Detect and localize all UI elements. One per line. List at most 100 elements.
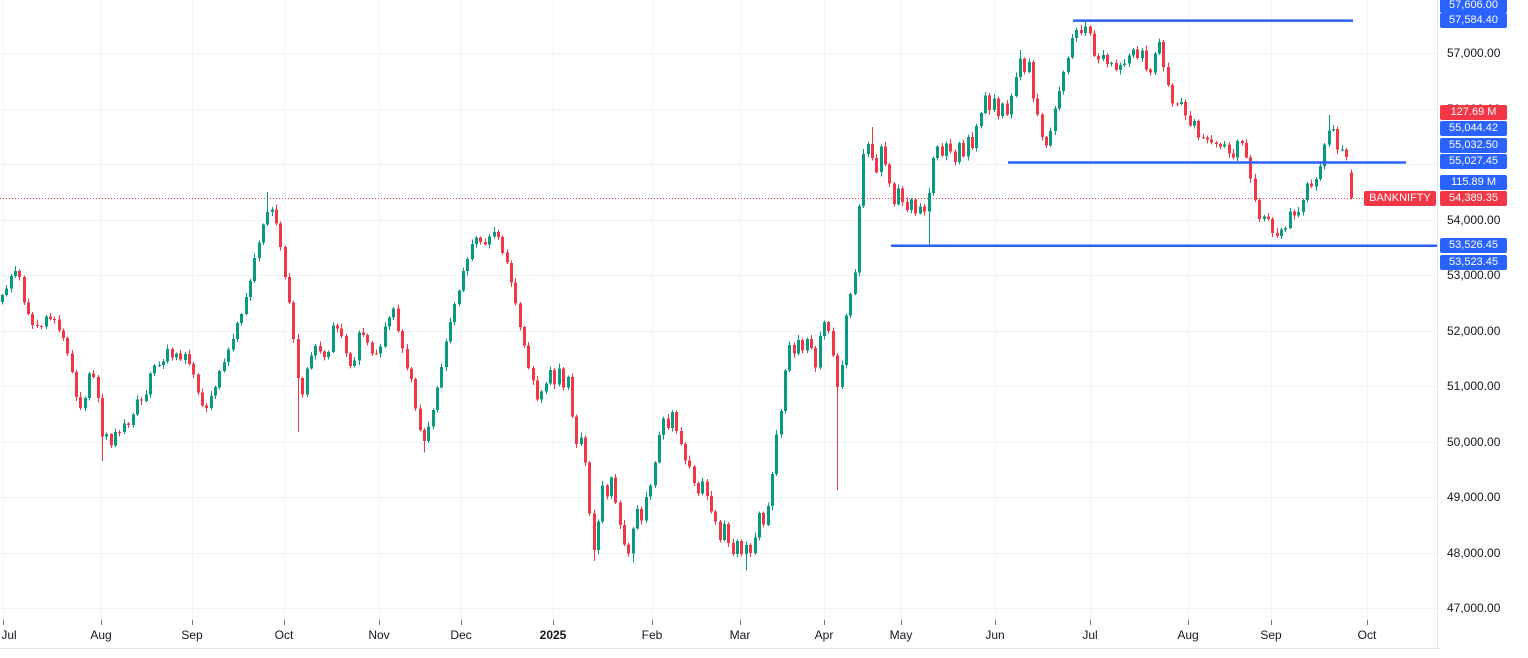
candle-body xyxy=(632,528,635,554)
candle-body xyxy=(205,405,208,408)
candle-body xyxy=(488,236,491,245)
candle-body xyxy=(114,432,117,446)
candle-body xyxy=(1171,85,1174,104)
candle-body xyxy=(867,143,870,154)
candle-body xyxy=(514,282,517,304)
candle-body xyxy=(145,394,148,401)
candle-body xyxy=(1089,26,1092,34)
time-axis-tick xyxy=(652,620,653,625)
candle-body xyxy=(1232,153,1235,158)
candle-body xyxy=(849,293,852,316)
candle-body xyxy=(223,361,226,372)
candle-body xyxy=(749,545,752,553)
time-axis-tick xyxy=(824,620,825,625)
candle-body xyxy=(1223,144,1226,147)
price-level-badge: 53,526.45 xyxy=(1440,238,1507,253)
candle-body xyxy=(323,351,326,358)
candle-body xyxy=(1336,128,1339,150)
candle-body xyxy=(336,325,339,329)
candle-body xyxy=(1158,42,1161,54)
time-axis-tick xyxy=(995,620,996,625)
time-axis-tick xyxy=(553,620,554,625)
candle-body xyxy=(132,414,135,425)
candle-body xyxy=(975,125,978,149)
y-axis-tick-label: 53,000.00 xyxy=(1447,268,1501,282)
time-axis-label: Feb xyxy=(641,628,663,642)
candle-body xyxy=(619,502,622,525)
candle-body xyxy=(723,524,726,540)
time-axis-tick xyxy=(901,620,902,625)
candle-body xyxy=(127,423,130,425)
candle-body xyxy=(1045,137,1048,146)
candle-body xyxy=(740,540,743,554)
time-axis-label: Sep xyxy=(1260,628,1282,642)
candle-body xyxy=(153,365,156,374)
candle-body xyxy=(340,328,343,336)
candle-body xyxy=(967,136,970,157)
candle-body xyxy=(958,143,961,162)
candle-body xyxy=(606,485,609,497)
candle-body xyxy=(732,543,735,554)
candle-body xyxy=(1271,219,1274,233)
candle-body xyxy=(658,435,661,463)
candle-body xyxy=(1084,26,1087,33)
candle-body xyxy=(810,338,813,348)
time-axis-tick xyxy=(192,620,193,625)
candle-body xyxy=(906,202,909,211)
instrument-tag: BANKNIFTY xyxy=(1364,191,1436,206)
candle-body xyxy=(684,444,687,461)
candle-body xyxy=(910,199,913,211)
candle-body xyxy=(484,242,487,245)
candle-body xyxy=(123,423,126,433)
price-level-badge: 57,606.00 xyxy=(1440,0,1507,13)
candle-body xyxy=(858,206,861,273)
candle-body xyxy=(797,340,800,354)
candle-body xyxy=(945,143,948,156)
time-axis-tick xyxy=(101,620,102,625)
candle-body xyxy=(667,418,670,428)
candle-body xyxy=(701,481,704,494)
candle-body xyxy=(1180,101,1183,104)
candle-body xyxy=(1071,37,1074,58)
candle-body xyxy=(1328,130,1331,145)
candle-body xyxy=(610,477,613,497)
candle-body xyxy=(5,288,8,296)
candle-body xyxy=(58,319,61,331)
candle-body xyxy=(680,430,683,445)
candle-body xyxy=(53,318,56,320)
candle-body xyxy=(258,242,261,258)
y-axis-tick-label: 54,000.00 xyxy=(1447,212,1501,227)
candle-body xyxy=(558,368,561,385)
candle-body xyxy=(40,326,43,327)
candle-body xyxy=(893,183,896,205)
candle-body xyxy=(306,368,309,395)
candle-body xyxy=(362,332,365,335)
candle-body xyxy=(179,353,182,360)
candle-body xyxy=(553,370,556,385)
candle-body xyxy=(1258,199,1261,219)
candle-body xyxy=(1249,157,1252,179)
candle-body xyxy=(175,353,178,358)
candle-body xyxy=(18,270,21,277)
candle-body xyxy=(814,348,817,368)
candle-body xyxy=(1315,179,1318,187)
candle-body xyxy=(49,316,52,319)
candle-body xyxy=(71,353,74,372)
candle-body xyxy=(727,524,730,543)
candle-body xyxy=(988,95,991,111)
candle-body xyxy=(841,365,844,387)
candlestick-chart-pane[interactable] xyxy=(0,0,1437,658)
y-axis-tick-label: 49,000.00 xyxy=(1447,490,1501,504)
candle-body xyxy=(1210,139,1213,143)
candle-body xyxy=(475,237,478,245)
candle-body xyxy=(275,209,278,224)
time-axis-label: Aug xyxy=(90,628,112,642)
candle-body xyxy=(271,209,274,212)
candle-body xyxy=(649,485,652,497)
price-axis[interactable]: 57,000.0056,000.0055,000.0054,000.0053,0… xyxy=(1437,0,1528,648)
candle-body xyxy=(993,98,996,111)
candle-body xyxy=(1154,53,1157,73)
candle-body xyxy=(1254,178,1257,200)
candle-body xyxy=(697,482,700,494)
candle-body xyxy=(1306,183,1309,201)
